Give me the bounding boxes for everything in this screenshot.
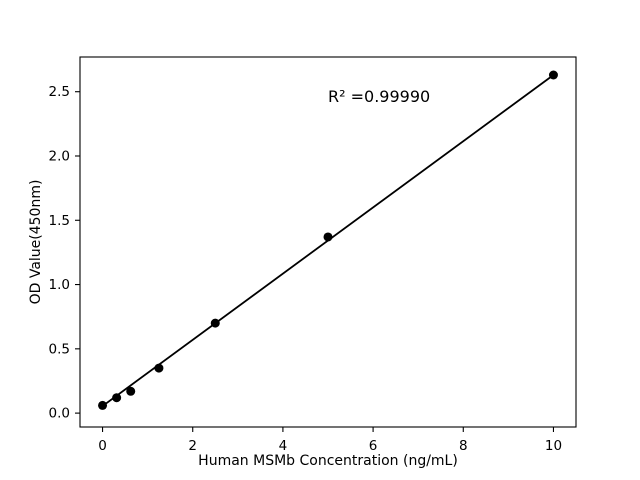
data-point bbox=[548, 70, 558, 80]
x-axis-ticks: 0 2 4 6 8 10 bbox=[98, 427, 562, 454]
y-axis-ticks: 0.0 0.5 1.0 1.5 2.0 2.5 bbox=[49, 84, 80, 422]
y-tick-label: 1.0 bbox=[49, 277, 70, 293]
data-point bbox=[98, 400, 108, 410]
data-point bbox=[154, 363, 164, 373]
x-tick-label: 10 bbox=[545, 438, 562, 454]
x-tick-label: 2 bbox=[188, 438, 197, 454]
y-tick-label: 0.5 bbox=[49, 341, 70, 357]
plot-frame bbox=[79, 56, 577, 428]
annotation-layer: R² =0.99990 bbox=[328, 87, 430, 106]
r-squared-annotation: R² =0.99990 bbox=[328, 87, 430, 106]
x-tick-label: 8 bbox=[459, 438, 468, 454]
x-axis-label: Human MSMb Concentration (ng/mL) bbox=[198, 453, 458, 469]
data-point bbox=[323, 232, 333, 242]
data-point bbox=[112, 393, 122, 403]
data-point bbox=[210, 318, 220, 328]
x-tick-label: 6 bbox=[369, 438, 378, 454]
data-point bbox=[126, 386, 136, 396]
x-tick-label: 0 bbox=[98, 438, 107, 454]
y-tick-label: 0.0 bbox=[49, 406, 70, 422]
x-tick-label: 4 bbox=[279, 438, 288, 454]
y-tick-label: 1.5 bbox=[49, 213, 70, 229]
y-tick-label: 2.5 bbox=[49, 84, 70, 100]
y-tick-label: 2.0 bbox=[49, 148, 70, 164]
y-axis-label: OD Value(450nm) bbox=[28, 180, 44, 305]
data-series bbox=[98, 70, 558, 410]
